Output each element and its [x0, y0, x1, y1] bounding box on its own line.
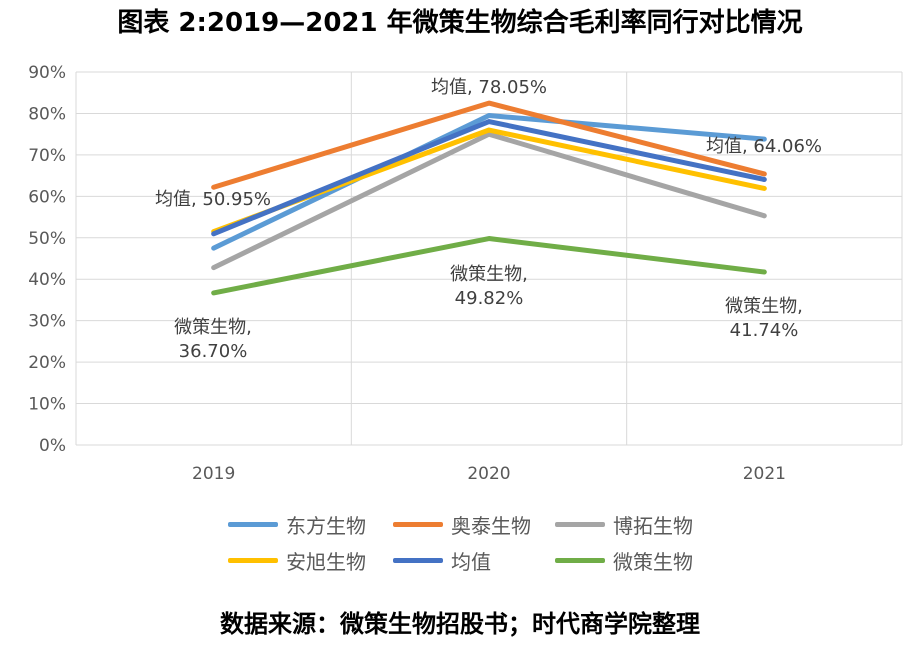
legend-swatch — [555, 521, 605, 527]
x-tick-label: 2019 — [192, 464, 235, 484]
source-note: 数据来源：微策生物招股书；时代商学院整理 — [220, 610, 700, 638]
data-label: 微策生物, 49.82% — [450, 264, 528, 309]
y-tick-label: 70% — [28, 146, 66, 166]
legend-label: 微策生物 — [613, 549, 693, 574]
legend-swatch — [393, 521, 443, 527]
y-tick-label: 10% — [28, 395, 66, 415]
legend-swatch — [228, 521, 278, 527]
data-annotations: 均值, 50.95% 均值, 78.05% 均值, 64.06% 微策生物, 36.70… — [155, 77, 822, 362]
y-tick-label: 60% — [28, 187, 66, 207]
y-tick-label: 30% — [28, 312, 66, 332]
series-line — [211, 100, 767, 190]
legend-swatch — [393, 557, 443, 563]
legend-label: 安旭生物 — [286, 549, 366, 574]
x-tick-labels: 2019 2020 2021 — [192, 464, 786, 484]
y-tick-label: 20% — [28, 353, 66, 373]
series-line — [211, 131, 767, 271]
series-lines — [211, 100, 767, 296]
legend-item: 东方生物 — [228, 512, 366, 538]
legend-label: 博拓生物 — [613, 513, 693, 538]
y-tick-label: 40% — [28, 270, 66, 290]
data-label: 微策生物, 36.70% — [174, 317, 252, 362]
y-tick-label: 0% — [39, 436, 66, 456]
grid-lines — [75, 71, 903, 446]
legend-item: 均值 — [393, 548, 491, 574]
y-tick-label: 90% — [28, 63, 66, 83]
series-line — [211, 119, 767, 237]
series-line — [211, 113, 767, 251]
series-line — [211, 236, 767, 296]
legend-item: 安旭生物 — [228, 548, 366, 574]
legend-item: 奥泰生物 — [393, 512, 531, 538]
legend-item: 微策生物 — [555, 548, 693, 574]
legend-label: 奥泰生物 — [451, 513, 531, 538]
y-tick-label: 80% — [28, 104, 66, 124]
x-tick-label: 2020 — [467, 464, 510, 484]
legend-label: 均值 — [451, 549, 491, 574]
series-line — [211, 127, 767, 235]
chart-title: 图表 2:2019—2021 年微策生物综合毛利率同行对比情况 — [117, 8, 803, 38]
legend-label: 东方生物 — [286, 513, 366, 538]
legend-swatch — [228, 557, 278, 563]
line-chart: 0%10%20%30%40%50%60%70%80%90% 2019 2020 20… — [28, 63, 903, 484]
legend-item: 博拓生物 — [555, 512, 693, 538]
y-tick-labels: 0% 10% 20% 30% 40% 50% 60% 70% 80% 90% — [28, 63, 66, 456]
legend-swatch — [555, 557, 605, 563]
data-label: 均值, 64.06% — [706, 136, 822, 157]
x-tick-label: 2021 — [743, 464, 786, 484]
data-label: 均值, 78.05% — [431, 77, 547, 98]
data-label: 微策生物, 41.74% — [725, 296, 803, 341]
y-tick-label: 50% — [28, 229, 66, 249]
data-label: 均值, 50.95% — [155, 189, 271, 210]
